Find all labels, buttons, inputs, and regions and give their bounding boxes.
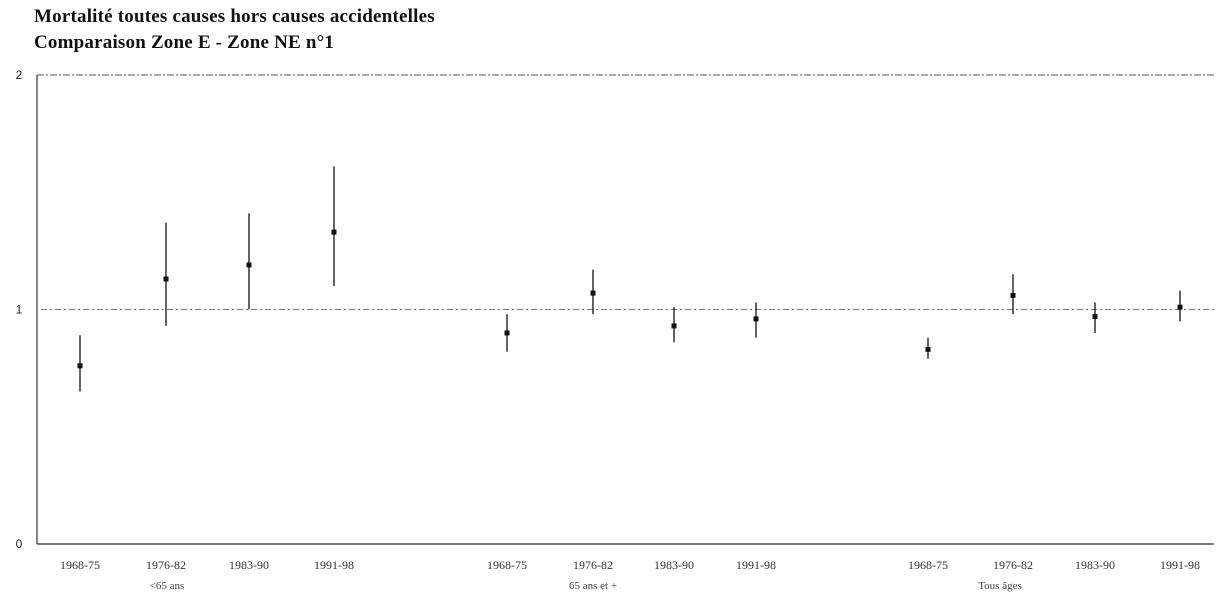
data-point	[1010, 292, 1016, 298]
data-point	[504, 330, 510, 336]
x-axis-labels: 1968-75 1976-82 1983-90 1991-98 <65 ans 1968-…	[60, 558, 1200, 592]
x-tick-label: 1968-75	[487, 558, 527, 572]
data-point	[246, 262, 252, 268]
data-point	[163, 276, 169, 282]
data-point	[753, 316, 759, 322]
data-point	[671, 323, 677, 329]
x-tick-label: 1968-75	[60, 558, 100, 572]
y-tick-label: 1	[16, 303, 23, 317]
x-tick-label: 1983-90	[1075, 558, 1115, 572]
x-tick-label: 1991-98	[314, 558, 354, 572]
title-block: Mortalité toutes causes hors causes acci…	[34, 4, 435, 56]
x-tick-label: 1983-90	[229, 558, 269, 572]
y-tick-label: 2	[16, 68, 23, 82]
x-tick-label: 1983-90	[654, 558, 694, 572]
x-tick-label: 1976-82	[993, 558, 1033, 572]
data-point	[77, 363, 83, 369]
group-label: 65 ans et +	[569, 580, 617, 592]
data-point	[925, 346, 931, 352]
x-tick-label: 1991-98	[736, 558, 776, 572]
chart-subtitle: Comparaison Zone E - Zone NE n°1	[34, 32, 335, 53]
x-tick-label: 1968-75	[908, 558, 948, 572]
group-label: Tous âges	[978, 580, 1022, 592]
data-point	[1092, 314, 1098, 320]
group-label: <65 ans	[150, 580, 185, 592]
y-tick-label: 0	[16, 537, 23, 551]
data-point	[590, 290, 596, 296]
x-tick-label: 1976-82	[573, 558, 613, 572]
x-tick-label: 1976-82	[146, 558, 186, 572]
chart-title: Mortalité toutes causes hors causes acci…	[34, 6, 435, 27]
data-point	[331, 229, 337, 235]
y-axis-ticks: 0 1 2	[16, 68, 23, 551]
data-point	[1177, 304, 1183, 310]
x-tick-label: 1991-98	[1160, 558, 1200, 572]
plot-frame	[36, 74, 1214, 545]
data-marks	[77, 166, 1183, 392]
